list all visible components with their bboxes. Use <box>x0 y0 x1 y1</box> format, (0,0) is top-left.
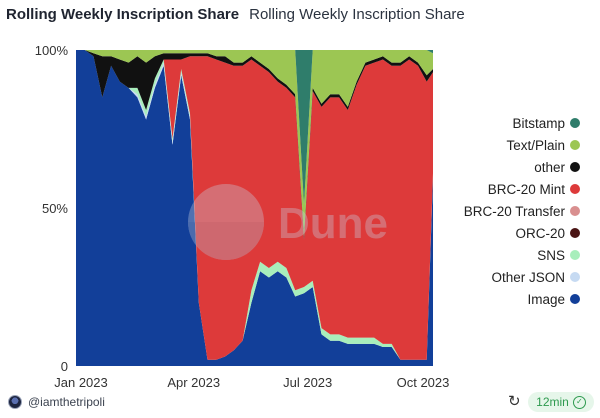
legend-label: other <box>534 160 565 175</box>
y-tick-label: 0 <box>61 359 68 374</box>
x-axis: Jan 2023 Apr 2023 Jul 2023 Oct 2023 <box>54 375 449 390</box>
legend-item-other[interactable]: other <box>534 160 580 175</box>
legend-item-other-json[interactable]: Other JSON <box>491 270 580 285</box>
legend-item-brc-20-mint[interactable]: BRC-20 Mint <box>488 182 580 197</box>
footer: @iamthetripoli ↻ 12min ✓ <box>0 390 600 416</box>
legend-swatch <box>570 184 580 194</box>
author-avatar[interactable] <box>8 395 22 409</box>
legend: Bitstamp Text/Plain other BRC-20 Mint BRC-20… <box>464 116 580 307</box>
legend-item-brc-20-transfer[interactable]: BRC-20 Transfer <box>464 204 580 219</box>
y-axis: 0 50% 100% <box>35 43 69 374</box>
x-tick-label: Jul 2023 <box>283 375 332 390</box>
legend-swatch <box>570 140 580 150</box>
legend-item-text-plain[interactable]: Text/Plain <box>506 138 580 153</box>
chart-header: Rolling Weekly Inscription Share Rolling… <box>6 6 465 28</box>
x-tick-label: Apr 2023 <box>167 375 220 390</box>
legend-swatch <box>570 206 580 216</box>
freshness-text: 12min <box>536 395 569 409</box>
area-series-group <box>76 50 433 366</box>
inscription-share-chart: Dune 0 50% 100% Jan 2023 Apr 2023 Jul 2023 Oc… <box>35 43 580 390</box>
legend-label: Image <box>527 292 565 307</box>
legend-label: Other JSON <box>491 270 565 285</box>
legend-item-image[interactable]: Image <box>527 292 580 307</box>
area-text-plain[interactable] <box>76 50 433 237</box>
y-tick-label: 50% <box>42 201 68 216</box>
legend-label: Text/Plain <box>506 138 565 153</box>
x-tick-label: Jan 2023 <box>54 375 108 390</box>
legend-label: Bitstamp <box>512 116 565 131</box>
chart-title: Rolling Weekly Inscription Share <box>6 6 240 23</box>
freshness-badge[interactable]: 12min ✓ <box>528 392 594 412</box>
legend-swatch <box>570 250 580 260</box>
legend-label: BRC-20 Transfer <box>464 204 566 219</box>
legend-swatch <box>570 272 580 282</box>
legend-label: BRC-20 Mint <box>488 182 566 197</box>
legend-swatch <box>570 162 580 172</box>
legend-swatch <box>570 294 580 304</box>
legend-swatch <box>570 118 580 128</box>
y-tick-label: 100% <box>35 43 69 58</box>
legend-label: ORC-20 <box>515 226 565 241</box>
legend-swatch <box>570 228 580 238</box>
legend-label: SNS <box>537 248 565 263</box>
legend-item-sns[interactable]: SNS <box>537 248 580 263</box>
area-image[interactable] <box>76 50 433 366</box>
x-tick-label: Oct 2023 <box>397 375 450 390</box>
chart-subtitle: Rolling Weekly Inscription Share <box>249 6 465 23</box>
legend-item-orc-20[interactable]: ORC-20 <box>515 226 580 241</box>
dune-watermark: Dune <box>188 184 388 260</box>
dune-logo-icon <box>188 184 264 260</box>
refresh-icon[interactable]: ↻ <box>508 393 521 410</box>
watermark-text: Dune <box>278 199 388 248</box>
area-brc-20-mint[interactable] <box>76 50 433 360</box>
check-circle-icon: ✓ <box>572 395 586 409</box>
author-handle[interactable]: @iamthetripoli <box>28 395 105 409</box>
legend-item-bitstamp[interactable]: Bitstamp <box>512 116 580 131</box>
